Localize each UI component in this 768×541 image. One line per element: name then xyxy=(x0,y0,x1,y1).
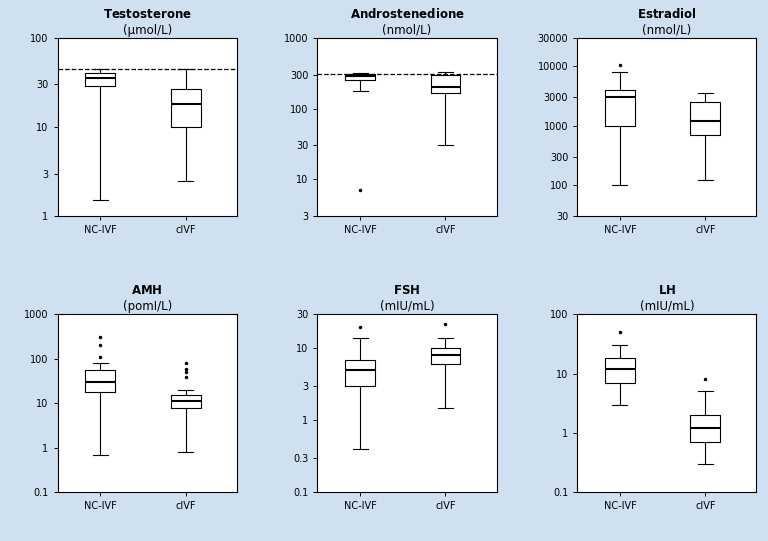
Title: $\mathbf{AMH}$
(pomI/L): $\mathbf{AMH}$ (pomI/L) xyxy=(123,284,172,313)
Title: $\mathbf{LH}$
(mIU/mL): $\mathbf{LH}$ (mIU/mL) xyxy=(640,284,694,313)
Title: $\mathbf{Estradiol}$
(nmol/L): $\mathbf{Estradiol}$ (nmol/L) xyxy=(637,6,697,37)
Title: $\mathbf{Testosterone}$
(μmol/L): $\mathbf{Testosterone}$ (μmol/L) xyxy=(103,8,192,37)
Title: $\mathbf{Androstenedione}$
(nmol/L): $\mathbf{Androstenedione}$ (nmol/L) xyxy=(349,6,465,37)
Title: $\mathbf{FSH}$
(mIU/mL): $\mathbf{FSH}$ (mIU/mL) xyxy=(379,284,435,313)
